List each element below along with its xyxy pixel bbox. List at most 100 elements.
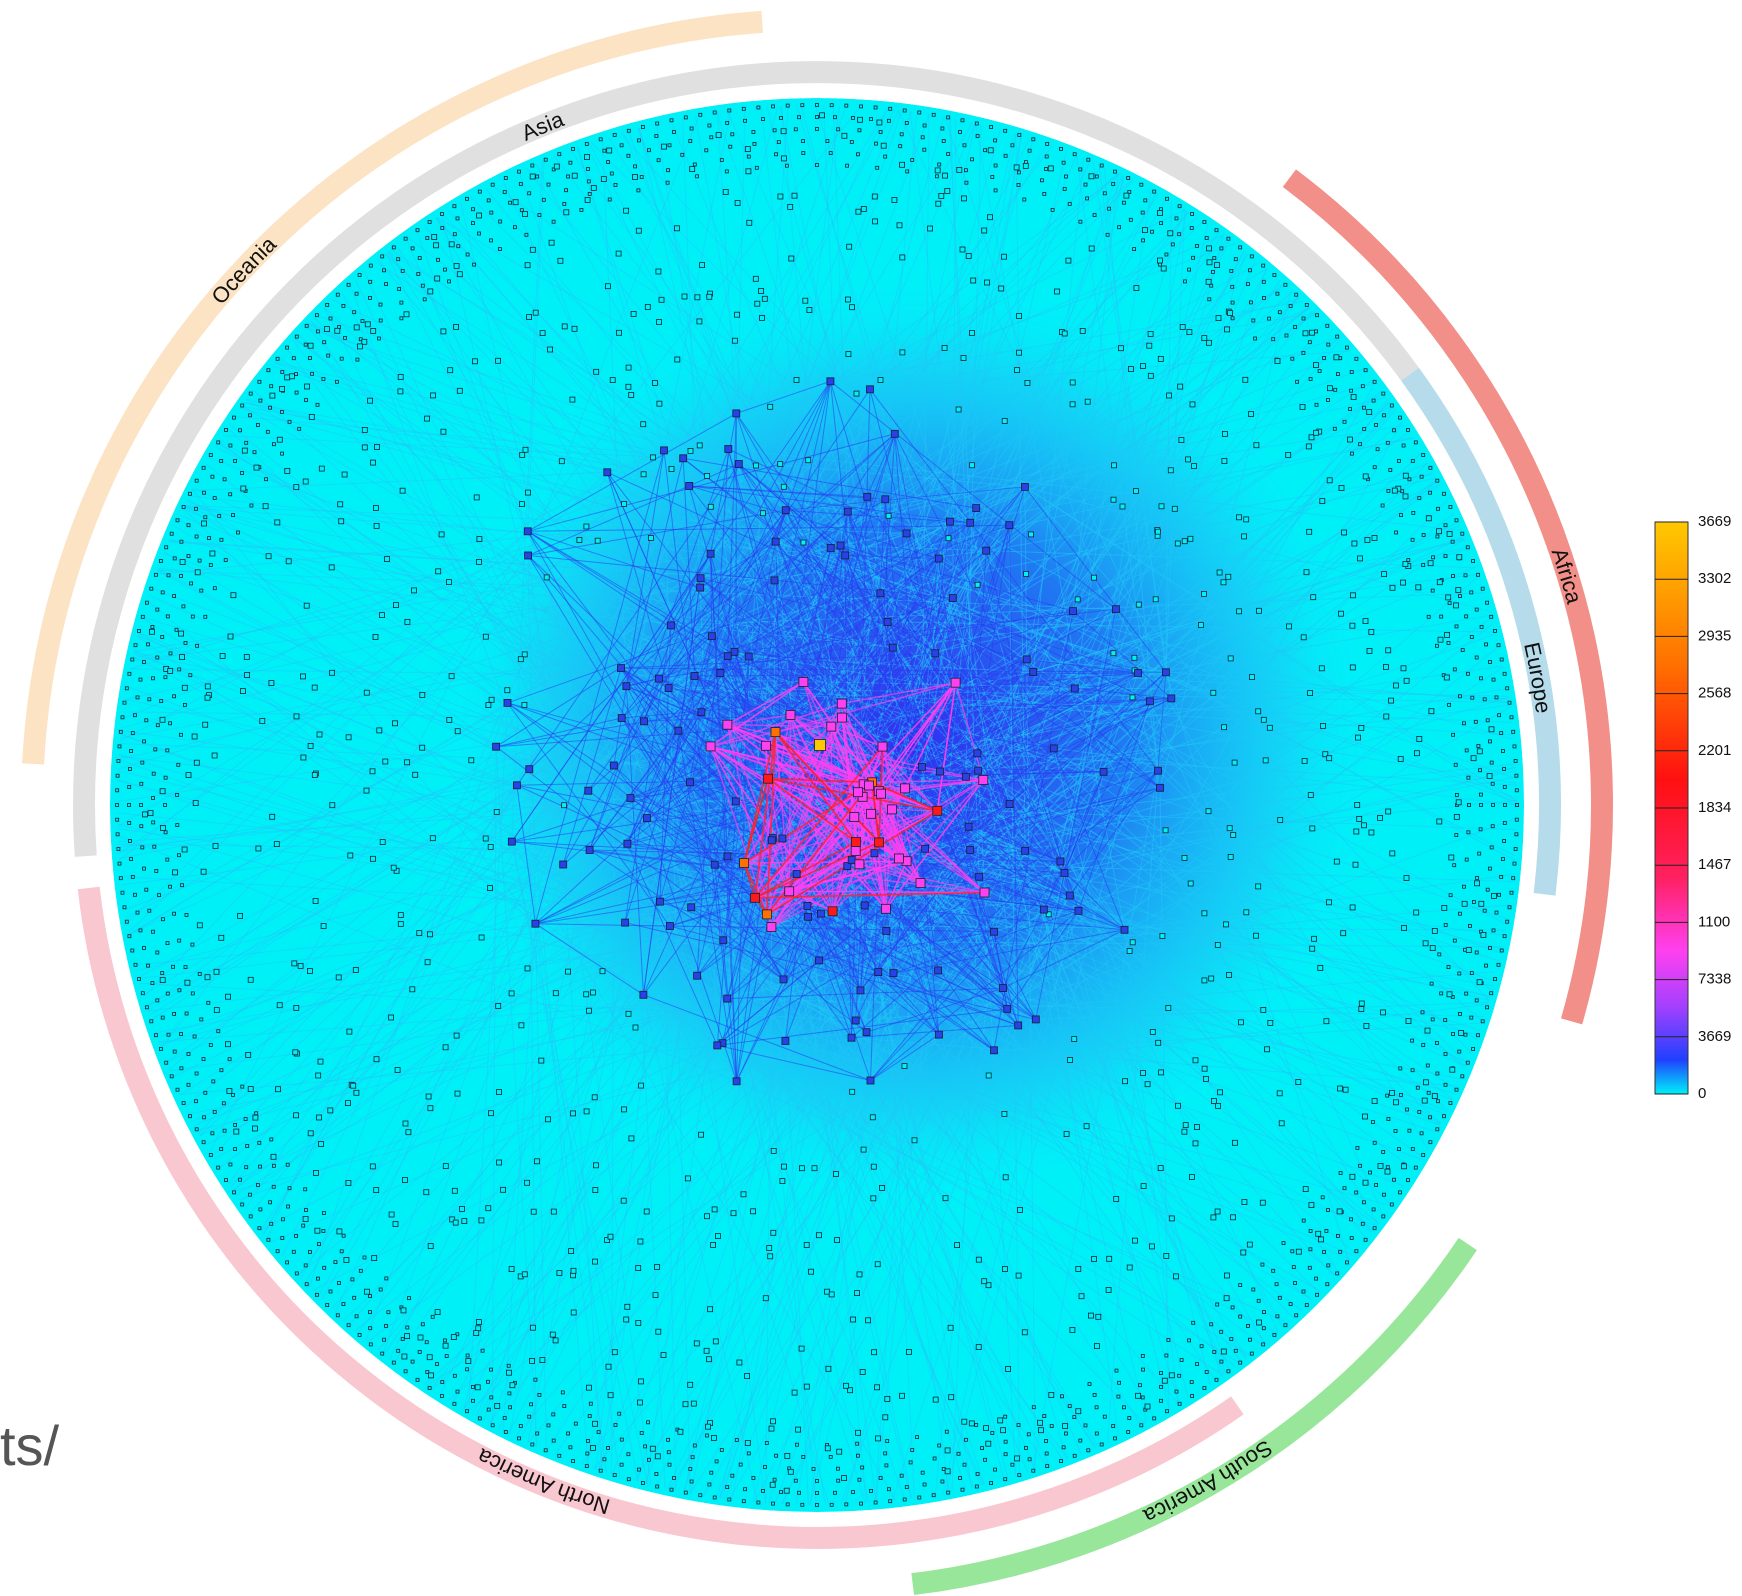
colorbar-label: 2935 bbox=[1698, 627, 1731, 644]
node bbox=[1120, 925, 1129, 934]
node bbox=[1315, 1230, 1322, 1237]
rim-node bbox=[502, 190, 507, 194]
node bbox=[1158, 1069, 1164, 1076]
edge bbox=[1043, 909, 1120, 1437]
edge bbox=[668, 687, 1514, 736]
rim-node bbox=[1511, 876, 1516, 881]
rim-node bbox=[257, 379, 262, 384]
node bbox=[901, 1063, 908, 1069]
node bbox=[1070, 684, 1079, 693]
edge bbox=[123, 711, 622, 719]
node bbox=[1162, 827, 1169, 834]
rim-node bbox=[941, 139, 946, 143]
rim-node bbox=[1262, 295, 1266, 300]
rim-node bbox=[1496, 962, 1501, 967]
node bbox=[343, 1257, 350, 1263]
node bbox=[1220, 579, 1227, 586]
rim-node bbox=[244, 440, 249, 445]
rim-node bbox=[1308, 1247, 1313, 1252]
edge bbox=[118, 671, 1166, 853]
rim-node bbox=[609, 171, 614, 176]
rim-node bbox=[127, 934, 132, 939]
region-ring bbox=[73, 61, 1419, 857]
rim-node bbox=[1511, 729, 1516, 734]
node bbox=[706, 1356, 712, 1363]
edge bbox=[975, 307, 1311, 509]
rim-node bbox=[268, 405, 273, 410]
rim-node bbox=[1490, 824, 1495, 829]
edge bbox=[562, 667, 622, 865]
rim-node bbox=[1488, 739, 1492, 744]
rim-node bbox=[1443, 523, 1448, 528]
colorbar-label: 1834 bbox=[1698, 799, 1731, 816]
node bbox=[1178, 437, 1185, 444]
rim-node bbox=[1226, 1369, 1231, 1374]
node bbox=[744, 1373, 750, 1379]
rim-node bbox=[384, 1276, 389, 1281]
rim-node bbox=[165, 614, 170, 619]
rim-node bbox=[960, 118, 965, 123]
node bbox=[1112, 605, 1120, 614]
node bbox=[1260, 1007, 1267, 1013]
rim-node bbox=[1435, 478, 1440, 483]
node bbox=[874, 968, 883, 976]
rim-node bbox=[917, 110, 922, 115]
edge bbox=[743, 810, 938, 864]
node bbox=[1241, 533, 1247, 540]
rim-node bbox=[1099, 1442, 1104, 1447]
rim-node bbox=[271, 1163, 276, 1168]
node bbox=[372, 634, 379, 640]
rim-node bbox=[1044, 167, 1048, 171]
rim-node bbox=[422, 297, 427, 302]
node bbox=[704, 472, 710, 479]
edge bbox=[736, 653, 936, 1082]
node bbox=[1003, 1004, 1012, 1013]
edge bbox=[906, 779, 984, 862]
rim-node bbox=[1338, 1171, 1343, 1175]
rim-node bbox=[489, 1395, 494, 1400]
node bbox=[824, 1445, 831, 1452]
edge bbox=[688, 463, 740, 487]
node bbox=[987, 214, 993, 221]
node bbox=[363, 787, 370, 794]
node bbox=[711, 1435, 717, 1441]
rim-node bbox=[1272, 273, 1277, 278]
rim-node bbox=[1425, 1063, 1430, 1068]
rim-node bbox=[637, 1467, 641, 1472]
node bbox=[1142, 227, 1148, 234]
node bbox=[1319, 498, 1326, 505]
edge bbox=[436, 216, 1117, 610]
rim-node bbox=[517, 169, 521, 174]
rim-node bbox=[122, 905, 127, 910]
node bbox=[1358, 725, 1365, 731]
edge bbox=[711, 636, 861, 991]
rim-node bbox=[1426, 614, 1431, 619]
edge bbox=[516, 463, 740, 786]
rim-node bbox=[1072, 1415, 1077, 1419]
rim-node bbox=[1159, 1385, 1163, 1389]
rim-node bbox=[417, 1350, 422, 1354]
rim-node bbox=[490, 1423, 495, 1428]
rim-node bbox=[315, 1276, 320, 1281]
node bbox=[543, 574, 550, 581]
node bbox=[1478, 900, 1485, 907]
node bbox=[1371, 1098, 1378, 1104]
rim-node bbox=[639, 1431, 644, 1435]
rim-node bbox=[352, 310, 357, 315]
rim-node bbox=[761, 117, 765, 121]
rim-node bbox=[844, 103, 849, 108]
node bbox=[1309, 329, 1315, 336]
node bbox=[1201, 910, 1208, 917]
node bbox=[1491, 893, 1497, 899]
region-label: Europe bbox=[1519, 640, 1556, 715]
node bbox=[268, 680, 275, 686]
node bbox=[1118, 345, 1124, 352]
edge bbox=[1069, 770, 1159, 896]
node bbox=[948, 594, 957, 602]
rim-node bbox=[165, 991, 170, 996]
node bbox=[293, 1112, 300, 1119]
edge bbox=[870, 1003, 1489, 1081]
rim-node bbox=[763, 1465, 767, 1469]
edge bbox=[701, 558, 940, 713]
node bbox=[245, 1052, 252, 1058]
